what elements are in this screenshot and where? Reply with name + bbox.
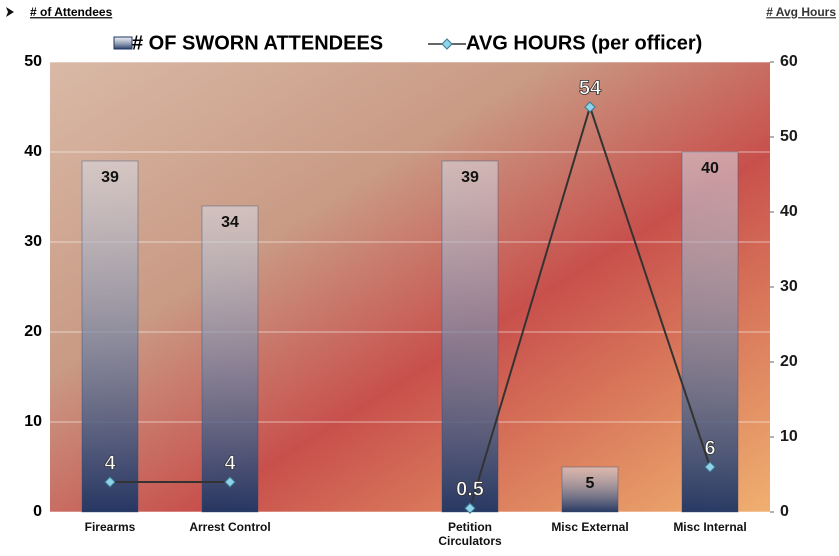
x-tick-label: Misc Internal	[655, 520, 765, 534]
y-tick-label: 20	[24, 323, 42, 340]
y2-tick-label: 20	[780, 353, 798, 370]
bar-value-label: 39	[461, 169, 479, 186]
y2-tick-label: 0	[780, 503, 789, 520]
line-value-label: 6	[704, 437, 715, 459]
line-value-label: 0.5	[456, 479, 484, 501]
x-tick-label: Petition Circulators	[415, 520, 525, 548]
bar-value-label: 39	[101, 169, 119, 186]
y2-tick-label: 40	[780, 203, 798, 220]
y-axis-title: # of Attendees	[30, 5, 113, 19]
y2-tick-label: 30	[780, 278, 798, 295]
legend-swatch	[114, 37, 132, 49]
y-tick-label: 30	[24, 233, 42, 250]
page: # of Attendees # Avg Hours # OF SWORN AT…	[0, 0, 839, 556]
legend-label: AVG HOURS (per officer)	[466, 32, 702, 54]
bar	[442, 161, 498, 512]
line-value-label: 54	[579, 77, 602, 99]
bar-value-label: 40	[701, 160, 719, 177]
bar-value-label: 34	[221, 214, 239, 231]
legend-marker	[442, 39, 452, 49]
y2-tick-label: 60	[780, 53, 798, 70]
y2-axis-title: # Avg Hours	[766, 5, 836, 19]
y-tick-label: 50	[24, 53, 42, 70]
y2-tick-label: 10	[780, 428, 798, 445]
line-value-label: 4	[224, 452, 236, 474]
x-tick-label: Firearms	[55, 520, 165, 534]
x-tick-label: Misc External	[535, 520, 645, 534]
y-tick-label: 10	[24, 413, 42, 430]
y2-tick-label: 50	[780, 128, 798, 145]
x-tick-label: Arrest Control	[175, 520, 285, 534]
y-tick-label: 0	[33, 503, 42, 520]
bar-value-label: 5	[586, 475, 595, 492]
y-tick-label: 40	[24, 143, 42, 160]
line-value-label: 4	[104, 452, 116, 474]
chart: # of Attendees # Avg Hours # OF SWORN AT…	[0, 0, 839, 556]
bullet	[6, 7, 14, 17]
plot-background	[50, 62, 770, 512]
legend-label: # OF SWORN ATTENDEES	[132, 32, 383, 54]
